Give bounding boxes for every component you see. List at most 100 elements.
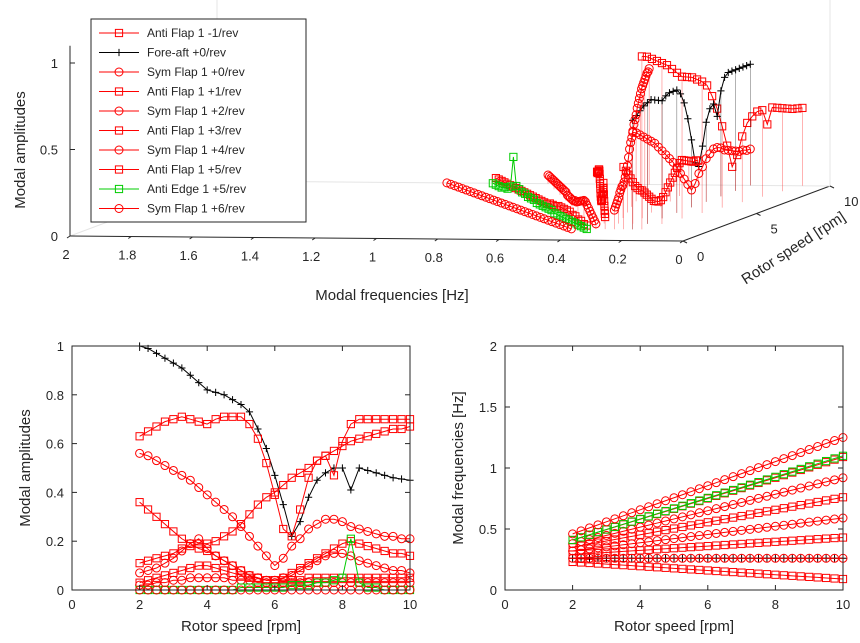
data-point	[203, 419, 212, 429]
data-point	[329, 544, 339, 553]
data-point	[279, 501, 287, 509]
curve-3d-point	[535, 200, 544, 209]
data-point	[177, 534, 186, 543]
data-point	[346, 534, 355, 543]
data-point	[237, 400, 245, 409]
data-point	[143, 576, 153, 585]
legend-marker	[114, 87, 124, 96]
data-point	[796, 448, 806, 458]
data-point	[338, 539, 347, 548]
legend: Anti Flap 1 -1/rev Fore-aft +0/rev Sym Fla…	[90, 18, 307, 223]
legend-marker	[114, 106, 124, 116]
data-point	[287, 570, 297, 580]
data-point	[236, 571, 246, 580]
curve-3d-point	[652, 56, 662, 66]
curve-3d-point	[500, 199, 510, 209]
data-point	[610, 535, 619, 544]
data-point	[337, 517, 347, 527]
data-point	[585, 540, 594, 549]
data-point	[220, 391, 228, 399]
curve-3d-point	[494, 182, 503, 191]
x-tick-label: 8	[772, 597, 779, 612]
data-point	[703, 481, 713, 491]
curve-3d-point	[724, 68, 732, 77]
data-point	[152, 456, 161, 466]
curve-3d-point	[734, 146, 744, 156]
data-point	[380, 427, 389, 436]
series-3	[135, 498, 415, 585]
data-point	[703, 566, 712, 575]
series-line-9	[572, 437, 844, 535]
data-point	[185, 539, 195, 549]
series-9	[568, 433, 848, 539]
y-tick-label: 0.4	[46, 485, 64, 500]
data-point	[627, 517, 636, 526]
y-tick-label: 0.2	[46, 534, 64, 549]
data-point	[355, 464, 363, 472]
curve-3d-point	[491, 180, 500, 189]
data-point	[160, 558, 170, 568]
data-point	[372, 544, 381, 553]
curve-3d-point	[625, 144, 635, 154]
data-point	[618, 540, 628, 550]
data-point	[619, 520, 628, 529]
data-point	[754, 463, 763, 473]
data-point	[822, 496, 831, 505]
data-point	[135, 568, 145, 578]
y-tick-label: 10	[844, 194, 858, 209]
curve-3d-point	[596, 189, 605, 198]
x-tick-mark	[189, 236, 193, 240]
data-point	[347, 486, 355, 494]
series-2	[135, 448, 415, 571]
curve-3d-point	[773, 103, 782, 112]
curve-3d-point	[687, 73, 697, 82]
data-point	[712, 566, 721, 576]
data-point	[337, 548, 347, 558]
data-point	[813, 442, 823, 452]
series-5	[568, 493, 848, 552]
data-point	[762, 538, 772, 547]
y-tick-label: 1.5	[479, 400, 497, 415]
curve-3d-point	[663, 183, 672, 192]
data-point	[228, 527, 237, 536]
data-point	[185, 475, 195, 485]
data-point	[576, 526, 586, 536]
data-point	[220, 412, 229, 421]
data-point	[729, 513, 738, 522]
data-point	[253, 541, 263, 551]
data-point	[397, 549, 406, 558]
data-point	[703, 541, 712, 551]
data-point	[228, 396, 237, 404]
curve-3d-point	[668, 173, 677, 182]
data-point	[678, 522, 687, 532]
y-axis-label: Modal amplitudes	[17, 409, 34, 527]
data-point	[177, 412, 186, 421]
data-point	[779, 537, 788, 546]
curve-3d-point	[698, 142, 707, 150]
data-point	[270, 488, 279, 497]
y-tick-mark	[756, 213, 761, 216]
curve-3d-point	[662, 92, 670, 100]
data-point	[372, 469, 380, 477]
curve-3d-point	[735, 64, 743, 72]
data-point	[771, 537, 780, 546]
x-tick-label: 1	[369, 250, 376, 265]
data-point	[304, 561, 314, 571]
data-point	[329, 576, 339, 585]
curve-3d-point	[520, 207, 530, 217]
data-point	[669, 544, 679, 553]
x-tick-mark	[618, 240, 622, 243]
y-tick-mark	[682, 240, 688, 244]
curve-3d-point	[541, 203, 550, 212]
data-point	[830, 574, 839, 583]
y-tick-label: 0.8	[46, 388, 64, 403]
data-point	[720, 527, 730, 537]
series-line-5	[572, 496, 844, 548]
data-point	[194, 534, 204, 544]
data-point	[160, 461, 170, 471]
data-point	[720, 567, 729, 576]
data-point	[143, 556, 153, 565]
data-point	[329, 471, 339, 480]
data-point	[244, 531, 254, 541]
legend-entry: Fore-aft +0/rev	[99, 46, 226, 60]
